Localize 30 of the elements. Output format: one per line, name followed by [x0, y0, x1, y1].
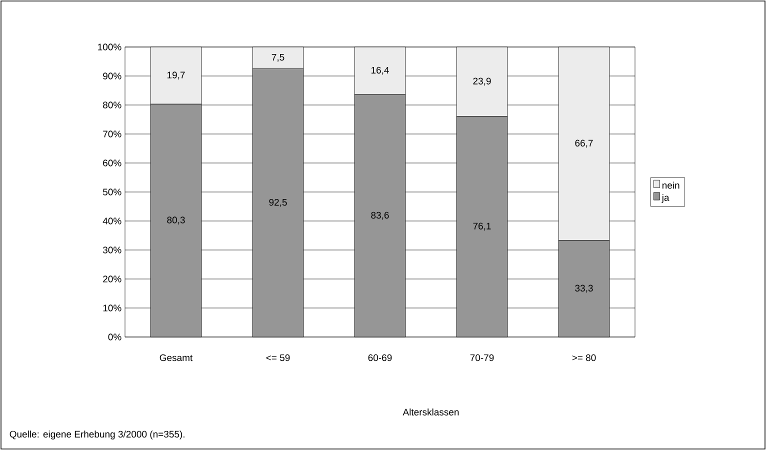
y-tick-label: 10% — [103, 304, 122, 312]
x-tick-label: Gesamt — [160, 354, 193, 362]
x-tick-label: <= 59 — [266, 354, 290, 362]
y-tick-label: 40% — [102, 218, 122, 224]
data-label: 23,9 — [473, 78, 491, 86]
x-tick-label: >= 80 — [572, 354, 596, 362]
x-tick-label: 60-69 — [368, 354, 392, 362]
data-label: 76,1 — [473, 222, 491, 231]
legend-label: ja — [662, 194, 670, 203]
y-tick-label: 80% — [103, 102, 122, 108]
y-tick-label: 60% — [103, 160, 122, 166]
y-tick-label: 0% — [108, 334, 122, 340]
y-tick-label: 50% — [102, 188, 122, 196]
data-label: 16,4 — [371, 66, 389, 75]
data-label: 80,3 — [167, 216, 185, 224]
y-tick-label: 100% — [98, 44, 122, 50]
y-tick-label: 20% — [103, 276, 122, 282]
source-note: Quelle: eigene Erhebung 3/2000 (n=355). — [10, 430, 184, 440]
y-tick-label: 30% — [102, 246, 122, 254]
legend-label: nein — [662, 182, 680, 189]
data-label: 7,5 — [272, 54, 284, 62]
data-label: 33,3 — [575, 284, 593, 293]
data-label: 66,7 — [575, 140, 593, 148]
x-tick-label: 70-79 — [470, 354, 494, 362]
y-tick-label: 90% — [103, 72, 122, 80]
data-label: 92,5 — [269, 198, 287, 207]
data-label: 19,7 — [167, 72, 185, 80]
data-label: 83,6 — [371, 212, 389, 220]
y-tick-label: 70% — [103, 130, 122, 138]
text: Altersklassen — [402, 408, 459, 416]
